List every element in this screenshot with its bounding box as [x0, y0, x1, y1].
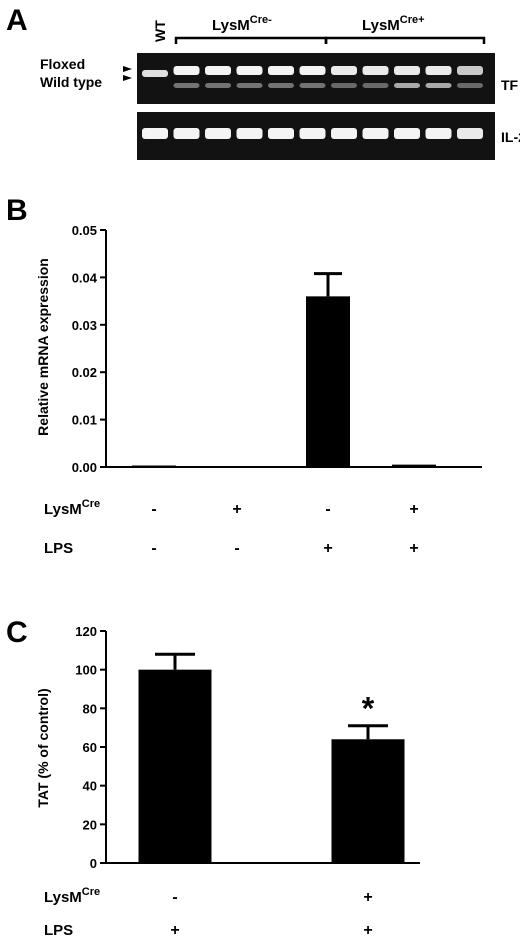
- gel-band-il2: [299, 128, 326, 139]
- condition-symbol: +: [363, 889, 372, 906]
- bar: [138, 669, 212, 863]
- gel-band-wildtype: [142, 70, 168, 77]
- condition-symbol: +: [323, 540, 332, 557]
- wildtype-band-label: Wild type: [40, 74, 102, 90]
- y-tick-label: 80: [83, 701, 97, 716]
- y-tick-label: 120: [75, 624, 97, 639]
- panel-b-letter: B: [6, 194, 28, 227]
- gel-band-wildtype: [268, 83, 294, 88]
- floxed-arrow-icon: [123, 66, 132, 72]
- y-tick-label: 0.00: [72, 460, 97, 475]
- tf-gene-label: TF: [501, 77, 519, 93]
- significance-annotation: *: [362, 691, 375, 727]
- condition-symbol: -: [234, 540, 239, 557]
- y-tick-label: 0.04: [72, 270, 98, 285]
- condition-symbol: -: [325, 501, 330, 518]
- panel-b-y-axis-title: Relative mRNA expression: [35, 258, 51, 436]
- y-tick-label: 0.05: [72, 223, 97, 238]
- condition-row-label: LPS: [44, 540, 73, 557]
- gel-band-floxed: [236, 66, 263, 75]
- gel-band-wildtype: [331, 83, 357, 88]
- gel-band-floxed: [268, 66, 294, 75]
- cre-negative-bracket: [174, 36, 328, 44]
- y-tick-label: 0: [90, 856, 97, 871]
- panel-b-plot-area: 0.00 0.01 0.02 0.03 0.04 0.05 LysMCre - + - + LPS - -…: [44, 223, 482, 557]
- panel-b-chart: B Relative mRNA expression 0.000.010.020…: [6, 194, 482, 557]
- gel-band-il2: [425, 128, 452, 139]
- condition-symbol: -: [151, 501, 156, 518]
- gel-band-floxed: [457, 66, 483, 75]
- bar: [392, 464, 436, 467]
- tf-gel-image: [137, 53, 495, 104]
- y-tick-label: 20: [83, 817, 97, 832]
- condition-row-label: LysMCre: [44, 498, 100, 518]
- panel-c-y-axis-title: TAT (% of control): [35, 688, 51, 807]
- y-tick-label: 40: [83, 779, 97, 794]
- gel-band-il2: [394, 128, 420, 139]
- gel-band-wildtype: [362, 83, 389, 88]
- gel-band-il2: [457, 128, 483, 139]
- condition-row-label: LPS: [44, 922, 73, 939]
- panel-c-plot-area: 0 20 40 60 80 100 120 * LysMCre - + LPS + +: [44, 624, 420, 939]
- condition-symbol: +: [363, 922, 372, 939]
- il2-gene-label: IL-2: [501, 129, 520, 145]
- gel-band-wildtype: [299, 83, 326, 88]
- y-tick-label: 60: [83, 740, 97, 755]
- condition-row-label: LysMCre: [44, 886, 100, 906]
- gel-band-wildtype: [394, 83, 420, 88]
- cre-positive-group-label: LysMCre+: [362, 14, 425, 34]
- y-tick-label: 0.03: [72, 318, 97, 333]
- gel-band-floxed: [331, 66, 357, 75]
- bar: [331, 739, 405, 863]
- gel-band-floxed: [173, 66, 200, 75]
- y-tick-label: 100: [75, 663, 97, 678]
- gel-band-il2: [362, 128, 389, 139]
- panel-c-chart: C TAT (% of control) 0 20 40 60 80 100 120 * Lys…: [6, 616, 420, 939]
- gel-band-il2: [142, 128, 168, 139]
- condition-symbol: +: [409, 501, 418, 518]
- gel-band-il2: [205, 128, 231, 139]
- gel-band-floxed: [425, 66, 452, 75]
- condition-symbol: +: [409, 540, 418, 557]
- panel-a-gel: A WT LysMCre- LysMCre+ Floxed Wild type …: [6, 4, 520, 160]
- gel-band-il2: [236, 128, 263, 139]
- cre-negative-group-label: LysMCre-: [212, 14, 272, 34]
- gel-band-wildtype: [425, 83, 452, 88]
- gel-band-wildtype: [205, 83, 231, 88]
- gel-band-wildtype: [457, 83, 483, 88]
- y-tick-label: 0.02: [72, 365, 97, 380]
- gel-band-wildtype: [173, 83, 200, 88]
- condition-symbol: -: [151, 540, 156, 557]
- bar: [306, 296, 350, 467]
- gel-band-il2: [331, 128, 357, 139]
- gel-band-floxed: [299, 66, 326, 75]
- wildtype-arrow-icon: [123, 75, 132, 81]
- condition-symbol: +: [170, 922, 179, 939]
- gel-band-floxed: [205, 66, 231, 75]
- floxed-band-label: Floxed: [40, 56, 85, 72]
- gel-band-wildtype: [236, 83, 263, 88]
- wt-lane-label: WT: [152, 20, 168, 42]
- panel-c-letter: C: [6, 616, 28, 649]
- condition-symbol: -: [172, 889, 177, 906]
- y-tick-label: 0.01: [72, 413, 97, 428]
- cre-positive-bracket: [324, 36, 486, 44]
- condition-symbol: +: [232, 501, 241, 518]
- gel-band-il2: [173, 128, 200, 139]
- panel-a-letter: A: [6, 4, 28, 37]
- bar: [132, 465, 176, 467]
- gel-band-il2: [268, 128, 294, 139]
- gel-band-floxed: [362, 66, 389, 75]
- gel-bands: [142, 66, 483, 139]
- gel-band-floxed: [394, 66, 420, 75]
